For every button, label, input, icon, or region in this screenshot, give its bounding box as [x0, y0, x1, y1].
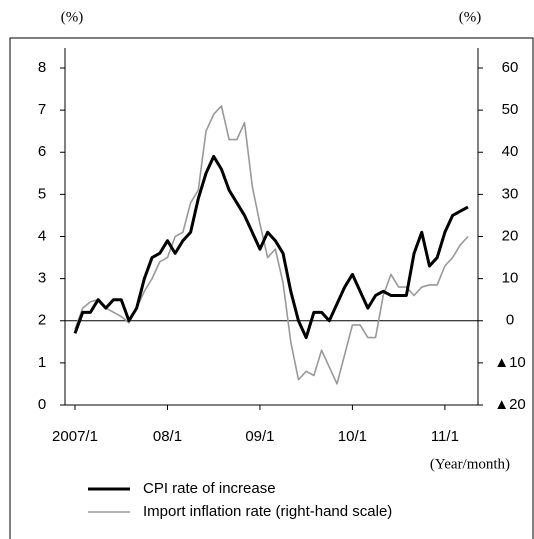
y-tick-label: 3 — [38, 270, 46, 287]
y2-tick-label: 40 — [502, 143, 519, 160]
y2-tick-label: 50 — [502, 101, 519, 118]
x-tick-label: 09/1 — [245, 428, 274, 445]
x-tick-label: 11/1 — [431, 428, 459, 445]
frame — [9, 37, 534, 539]
left-unit: (%) — [61, 9, 84, 25]
series-line — [73, 154, 469, 340]
x-tick-label: 10/1 — [338, 428, 367, 445]
series-line — [74, 105, 469, 385]
right-unit: (%) — [459, 9, 482, 25]
y2-tick-label: 0 — [506, 312, 514, 329]
y-tick-label: 5 — [38, 185, 46, 202]
y-tick-label: 0 — [38, 396, 46, 413]
y-tick-label: 8 — [38, 59, 46, 76]
x-tick-label: 2007/1 — [52, 428, 98, 445]
x-tick-label: 08/1 — [153, 428, 182, 445]
y-tick-label: 6 — [38, 143, 46, 160]
x-axis-label: (Year/month) — [430, 456, 510, 472]
y2-tick-label: 30 — [502, 185, 519, 202]
y-tick-label: 1 — [38, 354, 46, 371]
y-tick-label: 7 — [38, 101, 46, 118]
y2-tick-label: 60 — [502, 59, 519, 76]
y2-tick-label: ▲20 — [494, 396, 526, 413]
y2-tick-label: 20 — [502, 227, 519, 244]
legend-label: Import inflation rate (right-hand scale) — [143, 503, 392, 520]
y-tick-label: 4 — [38, 227, 46, 244]
y-tick-label: 2 — [38, 312, 46, 329]
y2-tick-label: ▲10 — [494, 354, 526, 371]
y2-tick-label: 10 — [502, 270, 519, 287]
legend-label: CPI rate of increase — [143, 480, 276, 497]
